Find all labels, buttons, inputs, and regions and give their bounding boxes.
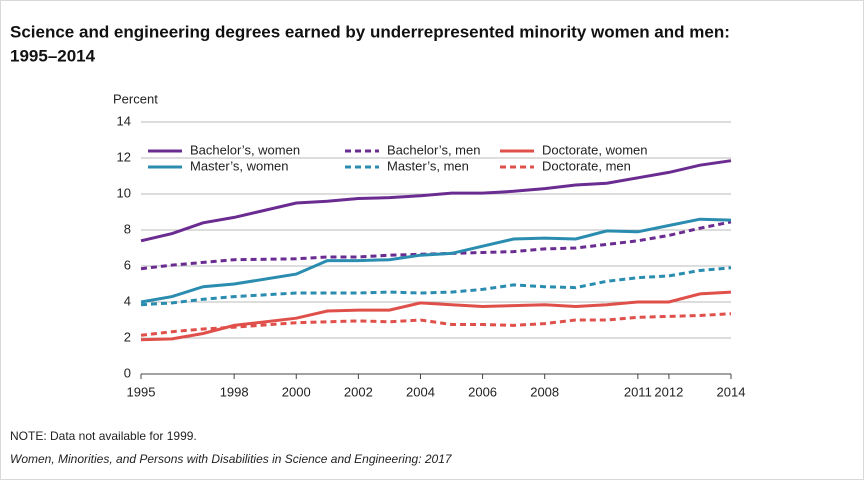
- series-line: [140, 220, 732, 271]
- chart-title: 1995–2014: [10, 46, 96, 65]
- legend-label: Bachelor’s, women: [190, 142, 300, 157]
- x-tick-label: 2014: [717, 384, 746, 399]
- x-tick-label: 1995: [127, 384, 156, 399]
- x-tick-label: 2000: [282, 384, 311, 399]
- y-tick-label: 2: [124, 329, 131, 344]
- y-tick-label: 0: [124, 365, 131, 380]
- y-tick-label: 12: [117, 149, 131, 164]
- note: NOTE: Data not available for 1999.: [10, 429, 197, 443]
- x-tick-label: 2008: [530, 384, 559, 399]
- legend-label: Master’s, women: [190, 158, 289, 173]
- x-tick-label: 1998: [220, 384, 249, 399]
- y-tick-label: 6: [124, 257, 131, 272]
- series-line: [140, 217, 732, 304]
- chart-title: Science and engineering degrees earned b…: [10, 22, 730, 41]
- legend-label: Master’s, men: [387, 158, 469, 173]
- source: Women, Minorities, and Persons with Disa…: [10, 452, 453, 466]
- series-line: [140, 266, 732, 307]
- y-tick-label: 10: [117, 185, 131, 200]
- x-tick-label: 2004: [406, 384, 435, 399]
- series-line: [140, 312, 732, 337]
- legend-label: Doctorate, women: [542, 142, 648, 157]
- x-tick-label: 2006: [468, 384, 497, 399]
- y-tick-label: 4: [124, 293, 131, 308]
- legend-label: Bachelor’s, men: [387, 142, 480, 157]
- y-tick-label: 14: [117, 113, 131, 128]
- series-line: [140, 290, 732, 342]
- y-tick-label: 8: [124, 221, 131, 236]
- y-axis-label: Percent: [113, 91, 158, 106]
- x-tick-label: 2011: [624, 384, 652, 399]
- x-tick-label: 2012: [654, 384, 683, 399]
- legend-label: Doctorate, men: [542, 158, 631, 173]
- series-line: [140, 159, 732, 243]
- x-tick-label: 2002: [344, 384, 373, 399]
